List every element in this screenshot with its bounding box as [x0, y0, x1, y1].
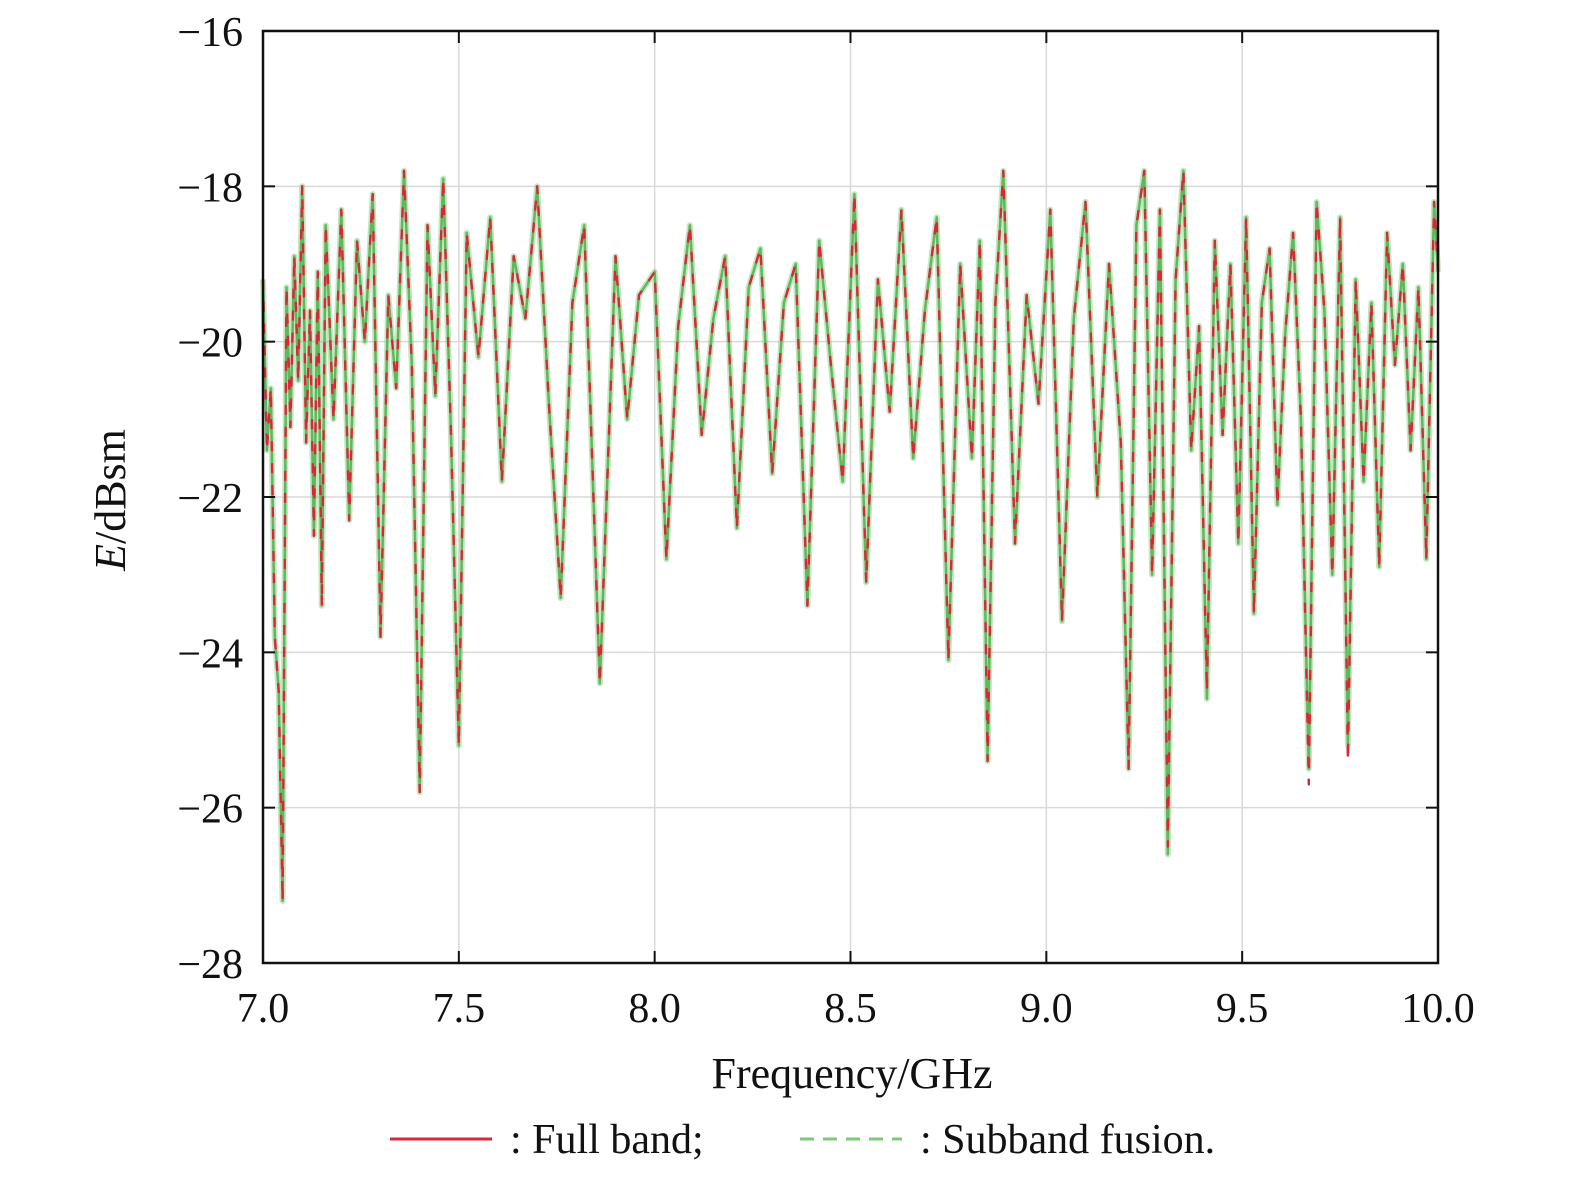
legend: : Full band; : Subband fusion.	[390, 1117, 1215, 1163]
legend-label-full-band: : Full band;	[510, 1117, 704, 1163]
x-tick-label: 9.5	[1216, 986, 1269, 1032]
y-tick-labels: −16 −18 −20 −22 −24 −26 −28	[177, 10, 243, 988]
y-tick-label: −28	[177, 942, 243, 988]
series-full-band-line	[261, 169, 1440, 903]
x-tick-label: 7.5	[433, 986, 486, 1032]
y-axis-label-unit: /dBsm	[86, 429, 135, 544]
y-tick-label: −24	[177, 631, 243, 677]
ticks	[262, 30, 1439, 964]
grid-lines	[263, 31, 1438, 963]
y-tick-label: −26	[177, 787, 243, 833]
x-tick-label: 9.0	[1020, 986, 1073, 1032]
legend-label-subband-fusion: : Subband fusion.	[920, 1117, 1215, 1163]
y-axis-label: E/dBsm	[86, 429, 135, 572]
x-tick-label: 10.0	[1401, 986, 1475, 1032]
x-tick-label: 8.5	[824, 986, 877, 1032]
x-tick-label: 8.0	[628, 986, 681, 1032]
x-axis-label: Frequency/GHz	[711, 1049, 992, 1098]
y-tick-label: −20	[177, 321, 243, 367]
y-tick-label: −16	[177, 10, 243, 56]
x-tick-labels: 7.0 7.5 8.0 8.5 9.0 9.5 10.0	[237, 986, 1475, 1032]
y-tick-label: −22	[177, 476, 243, 522]
y-tick-label: −18	[177, 165, 243, 211]
y-axis-label-symbol: E	[86, 544, 135, 572]
series-lines	[260, 167, 1441, 904]
x-tick-label: 7.0	[237, 986, 290, 1032]
